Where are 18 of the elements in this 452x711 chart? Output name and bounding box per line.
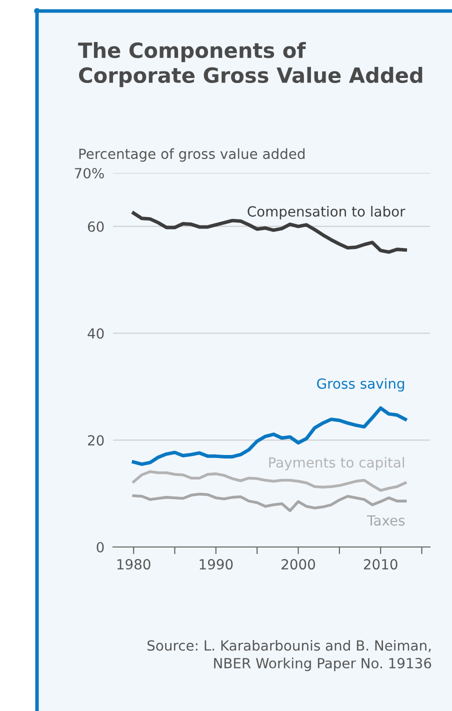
- series-label: Taxes: [366, 515, 405, 526]
- series-label: Compensation to labor: [248, 206, 406, 220]
- source-note: Source: L. Karabarbounis and B. Neiman, NBER Working Paper No. 19136: [148, 640, 432, 672]
- x-tick-label: 2000: [282, 559, 316, 570]
- line-series: [132, 492, 407, 512]
- y-tick-label: 40: [88, 328, 104, 339]
- y-tick-label: 20: [88, 435, 104, 446]
- series-label: Gross saving: [317, 378, 404, 392]
- y-axis-title: Percentage of gross value added: [79, 148, 305, 162]
- line-series: [132, 470, 407, 492]
- y-tick-label: 60: [88, 221, 104, 232]
- series-label: Payments to capital: [269, 456, 404, 470]
- x-tick-label: 1990: [200, 559, 233, 570]
- y-tick-label: 0: [96, 542, 104, 552]
- y-tick-label: 70%: [74, 168, 104, 178]
- x-tick-label: 1980: [117, 559, 150, 570]
- x-tick-label: 2010: [364, 559, 398, 570]
- chart-title: The Components of Corporate Gross Value Added: [78, 42, 422, 88]
